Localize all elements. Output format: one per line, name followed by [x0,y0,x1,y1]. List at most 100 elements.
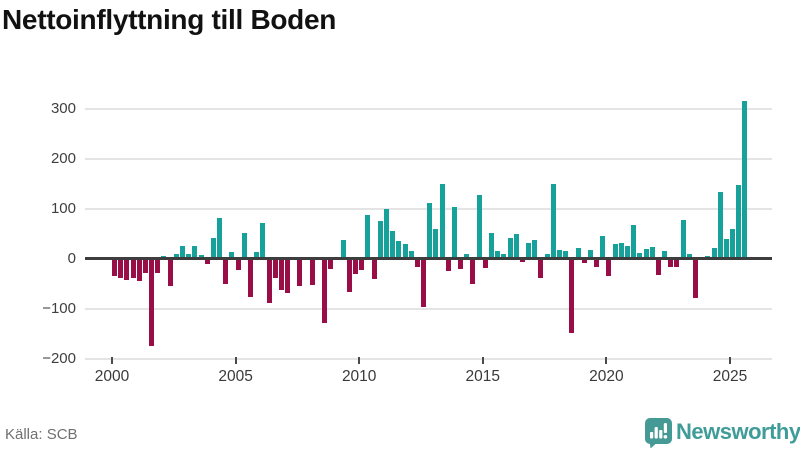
bar-negative [130,258,136,278]
bar-positive [186,253,192,259]
bar-positive [217,217,223,259]
bar-negative [606,258,612,276]
bar-negative [155,258,161,273]
bar-positive [587,249,593,259]
source-label: Källa: SCB [5,426,78,443]
y-axis-tick-label: 100 [50,199,76,217]
bar-negative [266,258,272,303]
bar-negative [414,258,420,267]
x-axis-tick-label: 2025 [712,368,748,385]
bar-positive [730,229,736,259]
bar-negative [692,258,698,298]
bar-negative [346,258,352,292]
bar-positive [365,215,371,259]
chart-title: Nettoinflyttning till Boden [2,4,337,35]
bar-positive [575,247,581,259]
x-axis-tick [605,357,608,364]
bar-positive [513,233,519,259]
bar-negative [581,258,587,263]
bar-negative [655,258,661,275]
bar-positive [495,250,501,259]
bar-positive [489,233,495,259]
bar-positive [662,250,668,259]
bar-positive [340,239,346,259]
bar-positive [717,192,723,259]
bar-positive [532,239,538,259]
bar-negative [470,258,476,284]
bar-negative [674,258,680,267]
bar-negative [248,258,254,297]
bar-negative [569,258,575,333]
x-axis-tick-label: 2005 [218,368,253,385]
bar-positive [723,238,729,259]
bar-positive [526,243,532,259]
bar-positive [711,248,717,259]
bar-positive [173,253,179,259]
y-axis-tick-label: 200 [50,149,76,167]
bar-negative [371,258,377,279]
bar-positive [612,243,618,259]
bar-positive [408,251,414,259]
newsworthy-logo-icon [644,417,672,450]
bar-negative [112,258,118,276]
bar-positive [686,253,692,259]
bar-negative [359,258,365,270]
gridline [85,157,772,160]
bar-positive [402,243,408,259]
bar-negative [458,258,464,269]
x-axis-tick [358,357,361,364]
zero-axis-line [85,257,772,260]
bar-negative [297,258,303,286]
brand-wordmark: Newsworthy [676,419,800,444]
bar-negative [167,258,173,286]
bar-positive [396,241,402,259]
bar-positive [451,206,457,259]
bar-positive [544,253,550,259]
x-axis-tick [729,357,731,364]
bar-positive [433,228,439,259]
bar-positive [476,194,482,259]
bar-negative [519,258,525,262]
y-axis-tick-label: 300 [50,99,76,117]
x-axis-tick [234,357,237,364]
bar-negative [538,258,544,278]
bar-negative [223,258,229,284]
bar-positive [254,252,260,259]
bar-negative [124,258,130,280]
bar-positive [563,251,569,259]
x-axis-tick [111,357,113,364]
bar-positive [736,184,742,259]
bar-negative [353,258,359,274]
bar-negative [278,258,284,290]
bar-positive [631,224,637,259]
bar-positive [618,242,624,259]
x-axis-tick-label: 2020 [589,368,624,385]
bar-positive [390,231,396,259]
bar-positive [550,183,556,259]
bar-positive [383,208,389,259]
bar-positive [192,245,198,259]
x-axis-tick-label: 2010 [341,368,377,385]
bar-negative [118,258,124,278]
bar-positive [210,237,216,259]
bar-positive [624,245,630,259]
bar-positive [501,253,507,259]
bar-negative [204,258,210,264]
bar-positive [557,250,563,259]
bar-negative [594,258,600,267]
bar-negative [309,258,315,285]
bar-positive [198,254,204,259]
bar-positive [427,202,433,259]
bar-negative [668,258,674,267]
bar-positive [229,252,235,259]
bar-positive [637,253,643,259]
bar-negative [285,258,291,293]
bar-positive [680,219,686,259]
x-axis-tick-label: 2015 [465,368,501,385]
bar-positive [377,220,383,259]
bar-positive [260,222,266,259]
gridline [85,107,772,110]
bar-positive [439,183,445,259]
bar-positive [649,247,655,259]
y-axis-tick-label: 0 [67,249,76,267]
